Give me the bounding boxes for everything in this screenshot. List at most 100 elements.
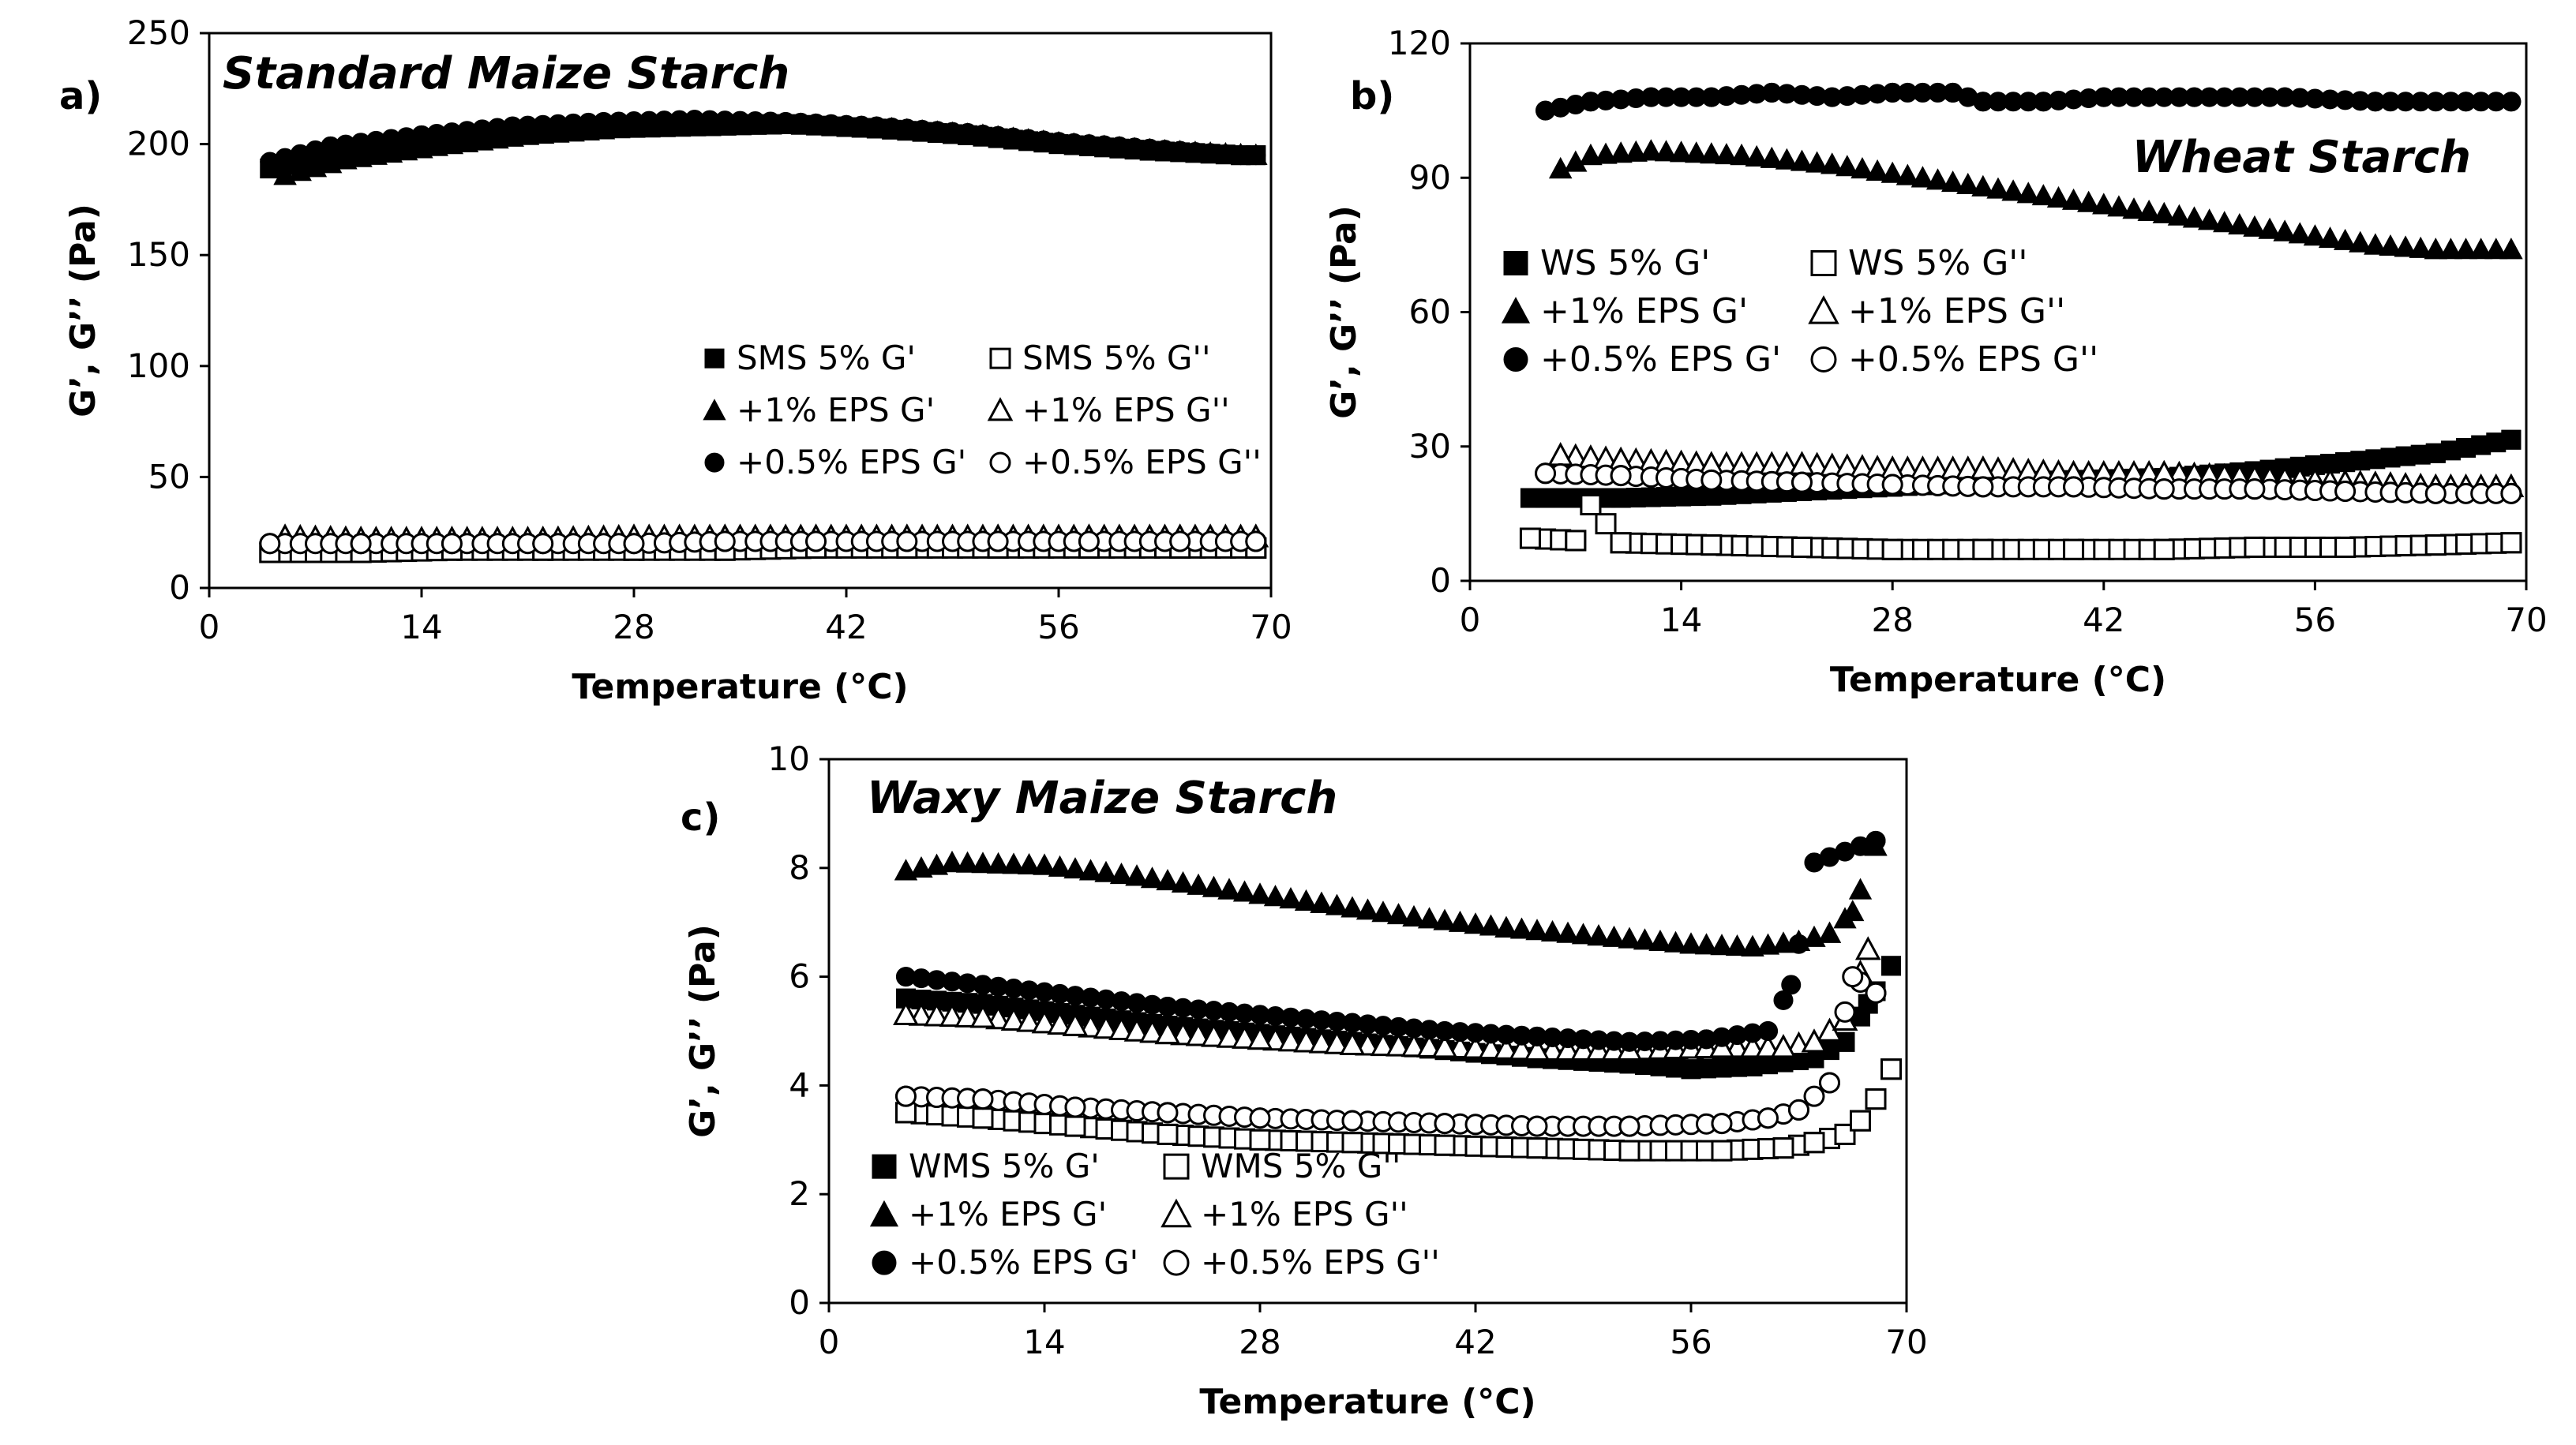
y-tick-label: 150 bbox=[127, 235, 190, 274]
data-point bbox=[1324, 1030, 1350, 1054]
data-point bbox=[1250, 1005, 1270, 1025]
data-point bbox=[924, 1002, 950, 1027]
data-point bbox=[1639, 139, 1663, 161]
data-point bbox=[2244, 536, 2266, 558]
data-point bbox=[2213, 211, 2237, 233]
x-tick-label: 56 bbox=[1037, 608, 1079, 646]
data-point bbox=[1139, 138, 1160, 159]
data-point bbox=[1246, 145, 1266, 166]
legend-marker bbox=[1503, 250, 1528, 275]
data-point bbox=[1701, 87, 1722, 107]
legend-marker bbox=[704, 452, 725, 473]
data-point bbox=[971, 852, 995, 874]
data-point bbox=[1063, 857, 1087, 879]
x-tick-label: 14 bbox=[1660, 601, 1702, 639]
x-tick-label: 28 bbox=[1239, 1323, 1281, 1361]
data-point bbox=[2335, 452, 2356, 473]
legend-label: +0.5% EPS G'' bbox=[1848, 339, 2098, 380]
y-tick-label: 0 bbox=[789, 1283, 810, 1322]
plot-area-frame bbox=[827, 758, 1908, 1305]
data-point bbox=[1880, 1058, 1902, 1080]
data-point bbox=[1681, 1059, 1701, 1080]
data-point bbox=[1509, 1036, 1535, 1061]
legend-marker bbox=[989, 347, 1011, 369]
data-point bbox=[1386, 903, 1411, 925]
data-point bbox=[1770, 1034, 1797, 1058]
data-point bbox=[1033, 853, 1056, 875]
x-axis-label: Temperature (°C) bbox=[1199, 1382, 1535, 1422]
data-point bbox=[2063, 538, 2085, 560]
data-point bbox=[1540, 919, 1565, 941]
data-point bbox=[987, 530, 1009, 552]
data-point bbox=[1434, 1134, 1456, 1156]
data-point bbox=[2379, 234, 2402, 256]
y-tick-label: 4 bbox=[789, 1065, 810, 1104]
data-point bbox=[1509, 917, 1534, 939]
data-point bbox=[1434, 1021, 1455, 1041]
data-point bbox=[2394, 235, 2417, 257]
data-point bbox=[972, 1088, 994, 1110]
data-point bbox=[1047, 1010, 1073, 1035]
data-point bbox=[1943, 82, 1963, 103]
legend-label: SMS 5% G' bbox=[737, 339, 916, 377]
data-point bbox=[1525, 919, 1549, 941]
x-tick-label: 0 bbox=[199, 608, 220, 646]
legend-label: +1% EPS G'' bbox=[1022, 391, 1230, 429]
data-point bbox=[2499, 238, 2523, 260]
x-tick-label: 0 bbox=[819, 1323, 840, 1361]
data-point bbox=[896, 967, 916, 987]
data-point bbox=[1587, 924, 1610, 946]
data-point bbox=[1340, 896, 1364, 918]
x-tick-label: 28 bbox=[613, 608, 654, 646]
data-point bbox=[1679, 932, 1703, 954]
data-point bbox=[2031, 184, 2055, 206]
legend-marker bbox=[1810, 249, 1837, 276]
data-point bbox=[969, 1004, 996, 1028]
data-point bbox=[1882, 82, 1903, 103]
data-point bbox=[456, 130, 479, 152]
data-point bbox=[1519, 527, 1541, 549]
data-point bbox=[1464, 912, 1487, 934]
data-point bbox=[2303, 224, 2327, 246]
data-point bbox=[2424, 534, 2447, 556]
legend-label: +0.5% EPS G' bbox=[1540, 339, 1781, 380]
data-point bbox=[425, 134, 448, 156]
data-point bbox=[1757, 1107, 1779, 1129]
legend-marker bbox=[1163, 1249, 1190, 1276]
data-point bbox=[1094, 860, 1118, 882]
legend-label: SMS 5% G'' bbox=[1022, 339, 1211, 377]
data-point bbox=[1493, 1035, 1520, 1060]
y-tick-label: 0 bbox=[169, 568, 190, 607]
data-point bbox=[1986, 177, 2010, 199]
data-point bbox=[1697, 1029, 1716, 1050]
legend-label: +1% EPS G' bbox=[737, 391, 935, 429]
data-point bbox=[411, 125, 432, 145]
data-point bbox=[1817, 921, 1842, 943]
data-point bbox=[1062, 1012, 1089, 1036]
data-point bbox=[684, 110, 705, 130]
data-point bbox=[1247, 1025, 1273, 1050]
panel-label: c) bbox=[681, 795, 720, 840]
data-point bbox=[1822, 87, 1843, 107]
data-point bbox=[1462, 1035, 1489, 1059]
series--0-5-eps-g- bbox=[895, 966, 1887, 1137]
data-point bbox=[1554, 1036, 1581, 1061]
plot-area-frame bbox=[208, 32, 1273, 590]
data-point bbox=[1341, 1110, 1363, 1132]
legend-label: WMS 5% G'' bbox=[1201, 1147, 1400, 1185]
x-tick-label: 70 bbox=[1250, 608, 1292, 646]
data-point bbox=[1694, 933, 1719, 955]
data-point bbox=[1277, 1028, 1304, 1052]
x-tick-label: 70 bbox=[1885, 1323, 1927, 1361]
data-point bbox=[1803, 1085, 1825, 1107]
data-point bbox=[1594, 142, 1618, 164]
series--0-5-eps-g- bbox=[896, 830, 1886, 1052]
data-point bbox=[908, 1001, 935, 1026]
x-tick-label: 28 bbox=[1871, 601, 1913, 639]
data-point bbox=[2365, 92, 2386, 112]
x-tick-label: 14 bbox=[1023, 1323, 1065, 1361]
data-point bbox=[1725, 934, 1749, 956]
data-point bbox=[1245, 530, 1267, 552]
data-point bbox=[2153, 538, 2175, 560]
